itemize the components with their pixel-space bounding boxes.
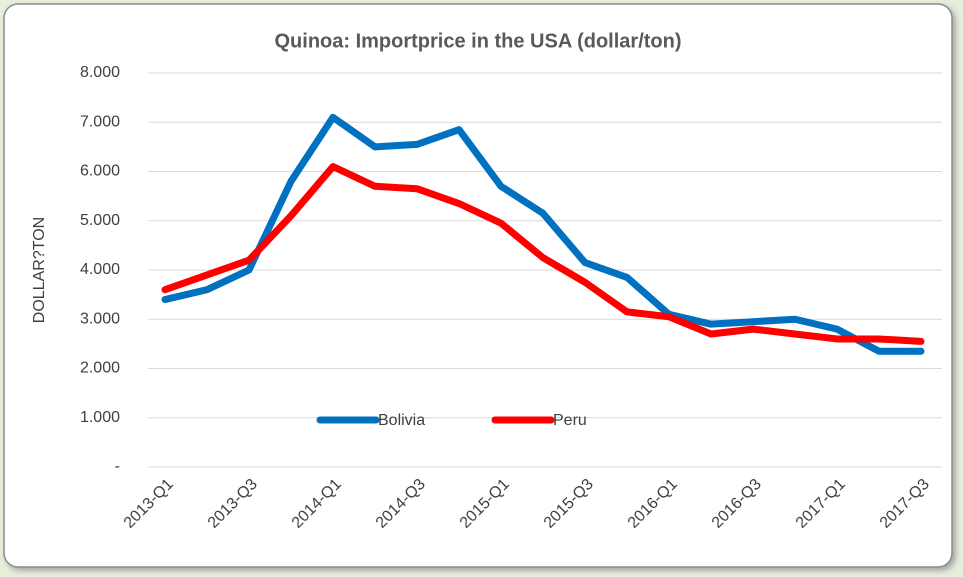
- series-line: [161, 113, 925, 355]
- y-tick-label: 7.000: [80, 113, 120, 130]
- legend-label: Bolivia: [378, 412, 425, 429]
- y-tick-label: 6.000: [80, 163, 120, 180]
- y-tick-label: -: [115, 458, 120, 475]
- series-line: [161, 163, 925, 345]
- y-axis-label: DOLLAR?TON: [31, 217, 48, 323]
- y-tick-label: 4.000: [80, 261, 120, 278]
- y-tick-label: 8.000: [80, 64, 120, 81]
- y-tick-label: 1.000: [80, 409, 120, 426]
- y-tick-label: 5.000: [80, 212, 120, 229]
- legend-label: Peru: [553, 412, 587, 429]
- y-tick-label: 2.000: [80, 360, 120, 377]
- y-tick-label: 3.000: [80, 310, 120, 327]
- chart-title: Quinoa: Importprice in the USA (dollar/t…: [274, 30, 681, 52]
- chart-panel: [3, 3, 953, 568]
